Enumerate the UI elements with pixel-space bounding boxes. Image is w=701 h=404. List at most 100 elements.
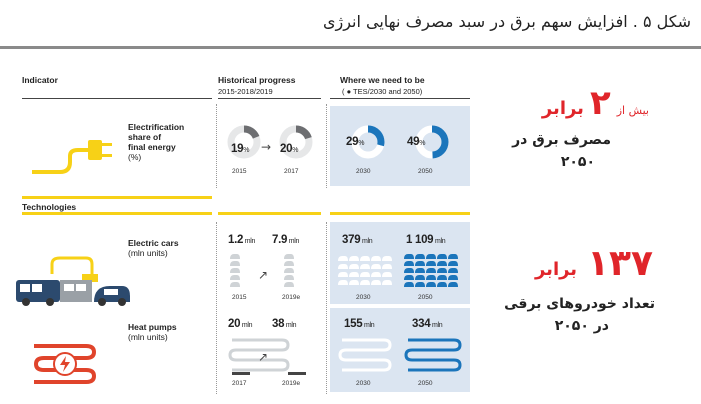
heat-need-coils (338, 338, 462, 372)
callout1-desc-line1: مصرف برق در (512, 132, 611, 148)
car-glyph (415, 282, 425, 287)
callout2-number: ۱۳۷ (587, 243, 653, 284)
car-glyph (371, 272, 381, 277)
donut-hist-2017 (278, 124, 314, 160)
car-glyph (437, 261, 447, 266)
car-glyph (338, 264, 348, 269)
callout2-word: برابر (534, 259, 578, 280)
value-hist-2017: 20% (280, 143, 299, 155)
divider (216, 104, 217, 188)
value-need-2050: 49% (407, 136, 426, 148)
car-glyph (404, 254, 414, 259)
donut-need-2030 (350, 124, 386, 160)
car-glyph (284, 268, 294, 273)
value-heat-hist-2019e: 38 mln (272, 318, 297, 330)
car-glyph (415, 261, 425, 266)
car-glyph (437, 275, 447, 280)
car-glyph (426, 275, 436, 280)
car-glyph (230, 261, 240, 266)
year-cars-2050: 2050 (418, 294, 433, 301)
car-glyph (349, 280, 359, 285)
car-charging-icon (14, 256, 132, 308)
title-rule (0, 46, 701, 49)
header-historical: Historical progress (218, 75, 296, 85)
callout1-prefix: بیش از (616, 104, 649, 117)
car-glyph (382, 256, 392, 261)
label-heat-pumps: Heat pumps (mln units) (128, 322, 177, 342)
figure-title: شکل ۵ . افزایش سهم برق در سبد مصرف نهایی… (322, 12, 691, 31)
arrow-icon: → (261, 140, 272, 154)
callout1-word: برابر (541, 98, 584, 119)
car-glyph (371, 264, 381, 269)
car-glyph (360, 264, 370, 269)
year-need-2030: 2030 (356, 168, 371, 175)
header-rule-historical (218, 98, 321, 99)
year-hist-2015: 2015 (232, 168, 247, 175)
car-glyph (371, 256, 381, 261)
value-heat-hist-2017: 20 mln (228, 318, 253, 330)
car-glyph (360, 256, 370, 261)
car-glyph (426, 282, 436, 287)
car-glyph (360, 272, 370, 277)
car-glyph (437, 282, 447, 287)
value-cars-hist-2019e: 7.9 mln (272, 234, 300, 246)
need-panel-cars (330, 222, 470, 304)
car-glyph (349, 264, 359, 269)
car-glyph (284, 261, 294, 266)
donut-hist-2015 (226, 124, 262, 160)
year-cars-2015: 2015 (232, 294, 247, 301)
value-heat-need-2050: 334 mln (412, 318, 443, 330)
plug-icon (30, 128, 120, 178)
car-glyph (338, 280, 348, 285)
section-technologies: Technologies (22, 202, 77, 212)
car-glyph (230, 282, 240, 287)
car-glyph (349, 272, 359, 277)
car-glyph (426, 261, 436, 266)
car-glyph (448, 275, 458, 280)
value-cars-hist-2015: 1.2 mln (228, 234, 256, 246)
year-heat-2050: 2050 (418, 380, 433, 387)
cars-need-glyphs (338, 254, 458, 287)
header-need: Where we need to be (340, 75, 425, 85)
value-heat-need-2030: 155 mln (344, 318, 375, 330)
heat-pump-icon (30, 340, 100, 390)
value-need-2030: 29% (346, 136, 365, 148)
year-hist-2017: 2017 (284, 168, 299, 175)
car-glyph (230, 268, 240, 273)
section-rule (22, 196, 212, 199)
year-heat-2019e: 2019e (282, 380, 301, 387)
year-need-2050: 2050 (418, 168, 433, 175)
divider (326, 222, 327, 394)
callout1-desc-line2: ۲۰۵۰ (560, 154, 595, 170)
callout1-number: ۲ (589, 83, 611, 123)
car-glyph (284, 282, 294, 287)
divider (216, 222, 217, 394)
section-rule (22, 212, 212, 215)
label-electric-cars: Electric cars (mln units) (128, 238, 179, 258)
car-glyph (448, 268, 458, 273)
car-glyph (382, 272, 392, 277)
car-glyph (404, 275, 414, 280)
header-need-sub: ( ● TES/2030 and 2050) (342, 87, 423, 96)
callout-electricity-2x: بیش از ۲ برابر (542, 83, 649, 123)
car-glyph (404, 282, 414, 287)
divider (326, 104, 327, 188)
car-glyph (437, 254, 447, 259)
callout-cars-137x: ۱۳۷ برابر (535, 243, 653, 284)
year-cars-2030: 2030 (356, 294, 371, 301)
car-glyph (349, 256, 359, 261)
header-rule-indicator (22, 98, 212, 99)
value-cars-need-2030: 379 mln (342, 234, 373, 246)
header-rule-need (330, 98, 470, 99)
donut-fill (415, 125, 449, 159)
car-glyph (426, 268, 436, 273)
car-glyph (360, 280, 370, 285)
car-glyph (230, 254, 240, 259)
car-glyph (448, 254, 458, 259)
car-glyph (448, 261, 458, 266)
value-hist-2015: 19% (231, 143, 250, 155)
callout2-desc-line2: در ۲۰۵۰ (554, 318, 609, 334)
car-glyph (404, 261, 414, 266)
car-glyph (426, 254, 436, 259)
heat-hist-coils (228, 338, 306, 375)
